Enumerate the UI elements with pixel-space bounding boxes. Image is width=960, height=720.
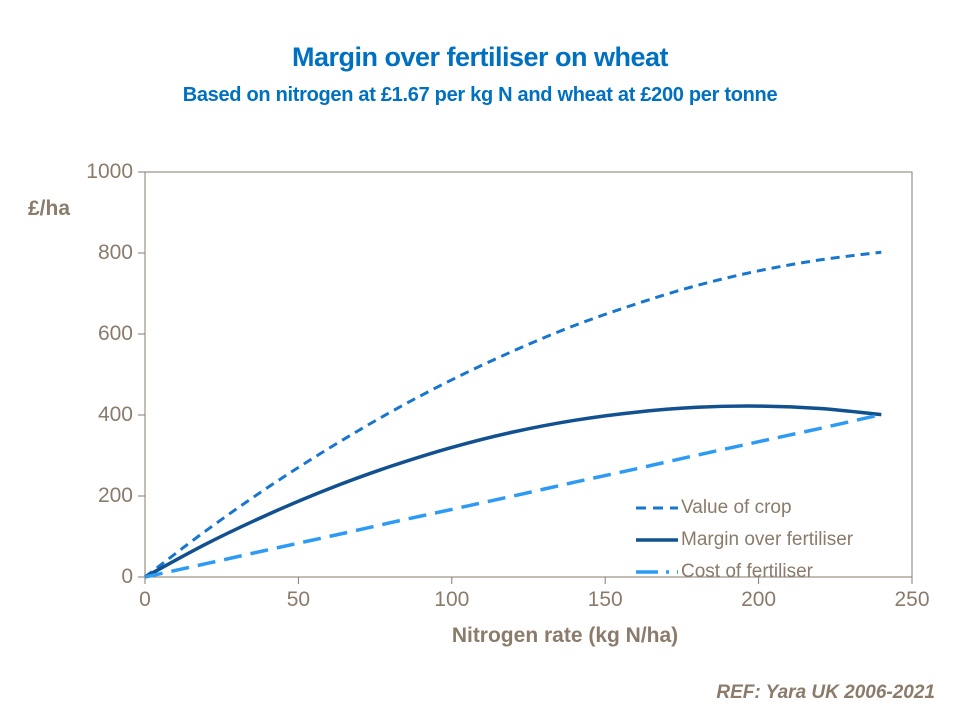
y-tick-label: 1000 <box>86 160 133 183</box>
series-line-margin-over-fertiliser <box>144 404 882 579</box>
axes <box>138 171 913 584</box>
y-tick-label: 800 <box>97 241 133 264</box>
x-tick-label: 100 <box>434 588 470 611</box>
legend-row-value-of-crop: Value of crop <box>636 492 906 524</box>
reference-note: REF: Yara UK 2006-2021 <box>716 682 935 703</box>
page-subtitle: Based on nitrogen at £1.67 per kg N and … <box>182 84 778 106</box>
legend-row-margin-over-fertiliser: Margin over fertiliser <box>636 524 906 556</box>
solid-line-swatch-icon <box>636 538 678 542</box>
data-series <box>144 250 882 579</box>
legend-row-cost-of-fertiliser: Cost of fertiliser <box>636 556 906 588</box>
y-tick-label: 400 <box>97 403 133 426</box>
page-title: Margin over fertiliser on wheat <box>291 42 669 72</box>
legend: Value of crop Margin over fertiliser Cos… <box>636 492 906 588</box>
y-axis-title: £/ha <box>28 197 71 220</box>
y-tick-label: 200 <box>97 484 133 507</box>
x-tick-label: 50 <box>286 588 311 611</box>
long-dashed-line-swatch-icon <box>636 570 678 574</box>
dashed-line-swatch-icon <box>636 506 678 510</box>
legend-label-cost-of-fertiliser: Cost of fertiliser <box>681 561 813 582</box>
x-axis-title: Nitrogen rate (kg N/ha) <box>451 624 679 647</box>
x-tick-label: 250 <box>894 588 930 611</box>
legend-label-margin-over-fertiliser: Margin over fertiliser <box>681 529 854 550</box>
x-tick-label: 150 <box>587 588 623 611</box>
plot-border <box>144 171 913 578</box>
legend-label-value-of-crop: Value of crop <box>681 497 792 518</box>
x-tick-label: 200 <box>741 588 777 611</box>
y-tick-label: 0 <box>121 565 133 588</box>
x-tick-label: 0 <box>139 588 151 611</box>
series-line-cost-of-fertiliser <box>144 412 882 579</box>
y-tick-label: 600 <box>97 322 133 345</box>
series-line-value-of-crop <box>144 250 882 579</box>
